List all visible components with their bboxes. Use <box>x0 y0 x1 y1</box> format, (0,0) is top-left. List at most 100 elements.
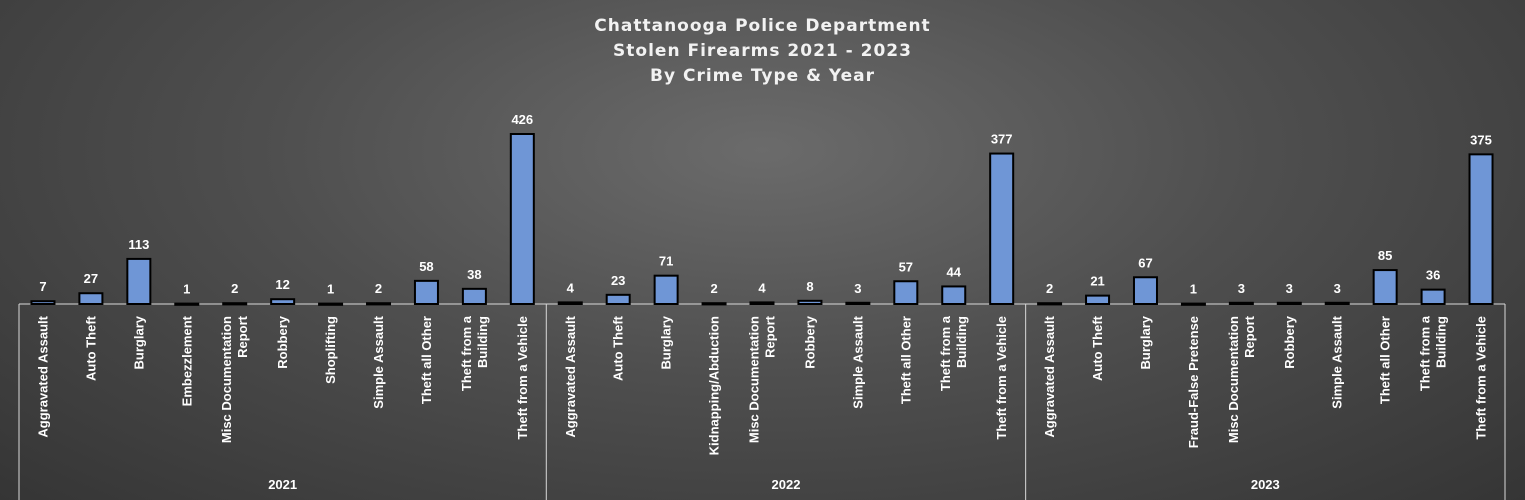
category-label: Burglary <box>131 315 146 369</box>
category-label-line: Misc Documentation <box>1226 316 1241 443</box>
category-label-line: Misc Documentation <box>219 316 234 443</box>
data-label: 27 <box>84 271 98 286</box>
data-label: 38 <box>467 267 481 282</box>
category-label: Misc Documentation Report <box>219 315 250 443</box>
category-label-line: Robbery <box>1282 315 1297 369</box>
category-label: Auto Theft <box>611 315 626 381</box>
bar <box>605 293 631 306</box>
bar <box>270 298 296 305</box>
category-label-line: Burglary <box>659 315 674 369</box>
data-label: 2 <box>710 281 717 296</box>
data-label: 12 <box>275 277 289 292</box>
category-label-line: Robbery <box>275 315 290 369</box>
category-label-line: Burglary <box>1138 315 1153 369</box>
bar <box>1276 301 1302 305</box>
data-label: 3 <box>1286 281 1293 296</box>
category-label: Theft from a Vehicle <box>994 316 1009 440</box>
bar <box>366 302 392 306</box>
data-label: 21 <box>1090 274 1104 289</box>
category-label-line: Misc Documentation <box>747 316 762 443</box>
category-label: Simple Assault <box>850 315 865 408</box>
data-label: 377 <box>991 132 1013 147</box>
category-label: Aggravated Assault <box>35 315 50 437</box>
bar <box>1468 153 1494 305</box>
bar <box>1132 276 1158 306</box>
data-label: 58 <box>419 259 433 274</box>
bar <box>318 302 344 306</box>
category-label: Misc Documentation Report <box>1226 315 1257 443</box>
group-label: 2021 <box>268 477 297 492</box>
category-label-line: Theft all Other <box>1378 316 1393 404</box>
category-label: Aggravated Assault <box>563 315 578 437</box>
category-label: Theft from a Building <box>938 315 969 391</box>
category-label-line: Auto Theft <box>83 315 98 381</box>
bar <box>749 301 775 305</box>
data-label: 67 <box>1138 255 1152 270</box>
category-label-line: Theft from a <box>1418 315 1433 391</box>
bar <box>461 287 487 305</box>
bar <box>989 152 1015 305</box>
data-label: 85 <box>1378 248 1392 263</box>
category-label: Embezzlement <box>179 315 194 406</box>
category-label: Burglary <box>659 315 674 369</box>
category-label-line: Auto Theft <box>1090 315 1105 381</box>
data-label: 4 <box>567 280 575 295</box>
data-label: 2 <box>1046 281 1053 296</box>
category-label-line: Simple Assault <box>850 315 865 408</box>
category-label-line: Theft from a Vehicle <box>515 316 530 440</box>
bar <box>509 133 535 305</box>
category-label: Simple Assault <box>371 315 386 408</box>
category-label-line: Theft all Other <box>419 316 434 404</box>
bar <box>941 285 967 306</box>
category-label-line: Theft all Other <box>898 316 913 404</box>
category-label-line: Fraud-False Pretense <box>1186 316 1201 448</box>
category-label-line: Kidnapping/Abduction <box>707 316 722 455</box>
bar <box>1228 301 1254 305</box>
category-label-line: Aggravated Assault <box>1042 315 1057 437</box>
data-label: 3 <box>854 281 861 296</box>
bar <box>1037 302 1063 306</box>
data-label: 7 <box>39 279 46 294</box>
bar <box>893 280 919 305</box>
category-label-line: Report <box>763 315 778 358</box>
category-label: Theft all Other <box>1378 316 1393 404</box>
data-label: 71 <box>659 254 673 269</box>
data-label: 2 <box>375 281 382 296</box>
data-label: 426 <box>511 112 533 127</box>
category-label: Kidnapping/Abduction <box>707 316 722 455</box>
group-label: 2022 <box>772 477 801 492</box>
data-label: 3 <box>1238 281 1245 296</box>
category-label-line: Auto Theft <box>611 315 626 381</box>
data-label: 1 <box>327 282 334 297</box>
category-label: Misc Documentation Report <box>747 315 778 443</box>
category-label-line: Aggravated Assault <box>563 315 578 437</box>
category-label-line: Theft from a Vehicle <box>1474 316 1489 440</box>
chart-title-line-3: By Crime Type & Year <box>650 66 875 86</box>
category-label: Theft from a Building <box>1418 315 1449 391</box>
category-label-line: Simple Assault <box>371 315 386 408</box>
category-label-line: Report <box>235 315 250 358</box>
category-label: Simple Assault <box>1330 315 1345 408</box>
category-label: Burglary <box>1138 315 1153 369</box>
category-label: Shoplifting <box>323 316 338 384</box>
chart-title: Chattanooga Police Department Stolen Fir… <box>0 14 1525 89</box>
bar <box>797 299 823 305</box>
category-label-line: Building <box>475 316 490 368</box>
bar <box>78 292 104 306</box>
bar <box>126 257 152 306</box>
data-label: 4 <box>758 280 766 295</box>
bar <box>845 301 871 305</box>
category-label: Robbery <box>1282 315 1297 369</box>
data-label: 375 <box>1470 132 1492 147</box>
data-label: 1 <box>1190 282 1197 297</box>
bar <box>1180 302 1206 306</box>
category-label-line: Simple Assault <box>1330 315 1345 408</box>
category-label: Theft from a Building <box>459 315 490 391</box>
category-label-line: Robbery <box>802 315 817 369</box>
category-label-line: Building <box>954 316 969 368</box>
group-label: 2023 <box>1251 477 1280 492</box>
category-label: Robbery <box>275 315 290 369</box>
bar <box>701 302 727 306</box>
category-label-line: Building <box>1434 316 1449 368</box>
